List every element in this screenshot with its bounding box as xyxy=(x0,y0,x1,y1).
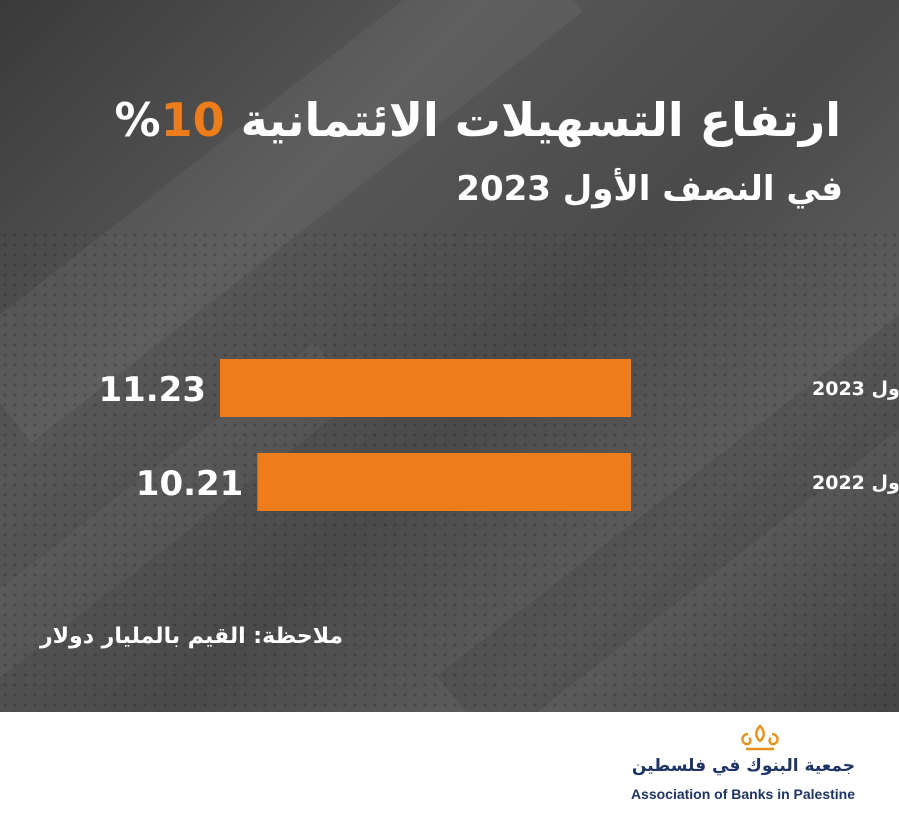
logo-english-name: Association of Banks in Palestine xyxy=(630,786,855,802)
note-text: ملاحظة: القيم بالمليار دولار xyxy=(40,624,344,649)
title-accent-number: 10 xyxy=(160,93,225,147)
page-subtitle: في النصف الأول 2023 xyxy=(456,169,843,209)
bar-value-label: 11.23 xyxy=(98,370,206,410)
dark-panel: ارتفاع التسهيلات الائتمانية 10% في النصف… xyxy=(0,0,899,712)
footer xyxy=(0,712,899,822)
page-title: ارتفاع التسهيلات الائتمانية 10% xyxy=(114,92,841,148)
bar xyxy=(220,359,631,417)
category-label: النصف الأول 2023 xyxy=(812,377,899,400)
abp-logo-icon xyxy=(741,724,779,751)
title-text: ارتفاع التسهيلات الائتمانية xyxy=(240,93,841,147)
category-label: النصف الأول 2022 xyxy=(812,471,899,494)
bar xyxy=(257,453,631,511)
logo-arabic-name: جمعية البنوك في فلسطين xyxy=(631,756,855,776)
bar-chart: 11.23 النصف الأول 2023 10.21 النصف الأول 20… xyxy=(98,359,899,511)
title-percent-sign: % xyxy=(114,93,161,147)
bar-value-label: 10.21 xyxy=(136,464,244,504)
